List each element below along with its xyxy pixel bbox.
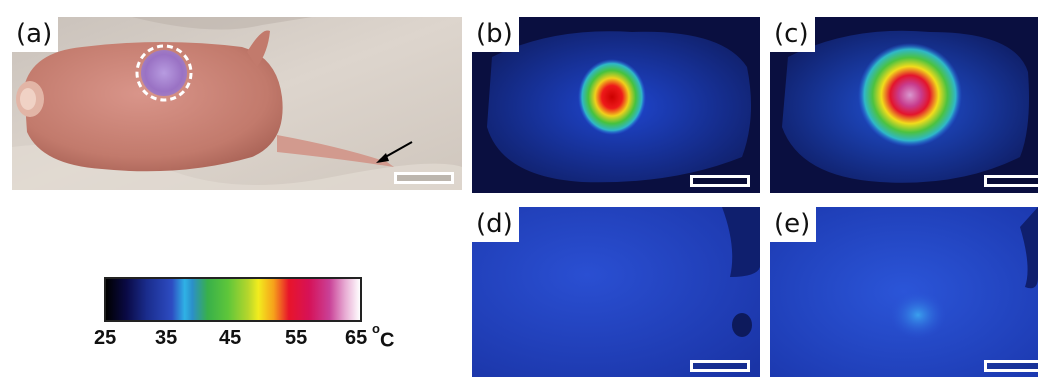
panel-e-label: (e) xyxy=(770,207,817,242)
degree-mark: o xyxy=(372,321,380,336)
panel-c-label: (c) xyxy=(770,17,815,52)
colorbar-tick-45: 45 xyxy=(219,327,242,349)
scale-bar xyxy=(984,175,1038,187)
colorbar-tick-35: 35 xyxy=(155,327,178,349)
panel-d-thermal: (d) xyxy=(472,207,760,377)
mouse-photo-image xyxy=(12,17,462,190)
thermal-image-d xyxy=(472,207,760,377)
scale-bar xyxy=(690,360,750,372)
scale-bar xyxy=(984,360,1038,372)
unit-letter: C xyxy=(379,329,395,352)
panel-c-thermal: (c) xyxy=(770,17,1038,193)
panel-b-thermal: (b) xyxy=(472,17,760,193)
colorbar-tick-55: 55 xyxy=(285,327,308,349)
scale-bar xyxy=(690,175,750,187)
panel-d-label: (d) xyxy=(472,207,519,242)
colorbar-unit: oC xyxy=(372,321,395,353)
panel-a-photo: (a) xyxy=(12,17,462,190)
panel-a-label: (a) xyxy=(12,17,59,52)
colorbar-tick-65: 65 xyxy=(345,327,368,349)
scale-bar xyxy=(394,172,454,184)
temperature-colorbar xyxy=(104,277,362,322)
thermal-image-c xyxy=(770,17,1038,193)
panel-b-label: (b) xyxy=(472,17,519,52)
thermal-image-b xyxy=(472,17,760,193)
panel-e-thermal: (e) xyxy=(770,207,1038,377)
colorbar-tick-25: 25 xyxy=(94,327,117,349)
